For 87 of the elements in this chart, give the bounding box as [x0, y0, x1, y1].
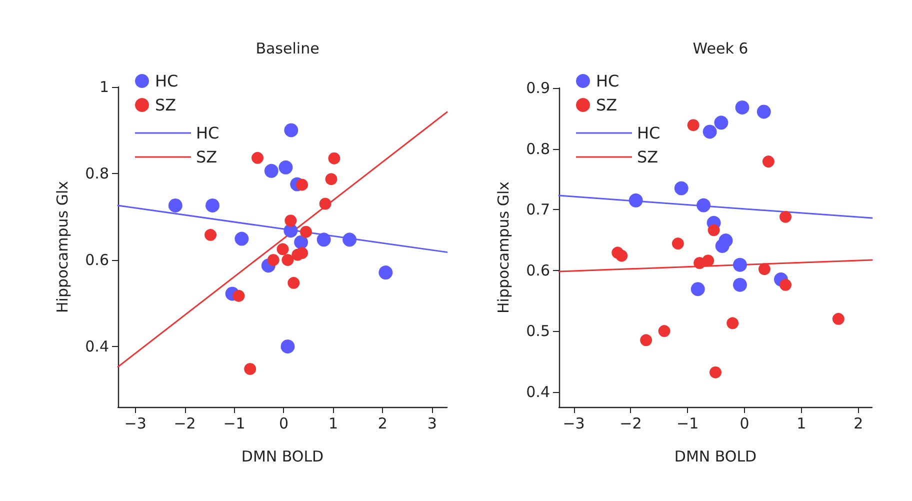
y-tick-label: 0.6 [85, 250, 109, 269]
point [232, 290, 245, 302]
y-tick-label: 0.4 [85, 337, 109, 356]
x-tick-label: 2 [854, 414, 864, 432]
point [708, 224, 720, 236]
y-axis-title: Hippocampus Glx [54, 180, 72, 313]
y-tick-label: 0.6 [526, 261, 550, 280]
point [325, 173, 338, 186]
legend-label: SZ [155, 96, 176, 114]
point [616, 250, 628, 262]
legend-label: HC [596, 72, 620, 90]
point [264, 164, 278, 178]
x-tick-label: 3 [427, 414, 437, 432]
chart-title: Week 6 [692, 40, 748, 58]
point [702, 254, 714, 267]
legend-label: SZ [637, 148, 658, 166]
legend-label: SZ [596, 96, 618, 114]
x-axis-title: DMN BOLD [674, 448, 757, 466]
x-tick-label: 2 [378, 414, 388, 432]
point [690, 282, 705, 296]
point [342, 232, 357, 247]
point [278, 160, 293, 174]
point [280, 339, 295, 354]
point [252, 152, 264, 164]
point [735, 100, 750, 114]
point [296, 178, 308, 191]
point [628, 193, 643, 208]
point [319, 198, 332, 210]
point [726, 317, 739, 330]
point [276, 243, 289, 256]
point [832, 312, 844, 325]
legend-label: HC [637, 124, 660, 142]
point [204, 228, 217, 241]
point [282, 254, 294, 266]
point [658, 325, 670, 338]
point [762, 156, 774, 168]
y-tick-label: 0.9 [526, 79, 550, 97]
point [328, 152, 340, 164]
x-tick-label: 1 [796, 414, 806, 432]
point [168, 198, 182, 212]
point [696, 198, 711, 212]
point [300, 226, 312, 238]
y-tick-label: 0.5 [526, 322, 550, 340]
point [284, 214, 297, 227]
legend-label: HC [155, 72, 178, 90]
x-tick-label: −2 [174, 414, 196, 432]
point [244, 362, 256, 375]
legend-label: SZ [196, 148, 218, 166]
point [780, 278, 792, 291]
x-tick-label: 0 [740, 414, 750, 432]
x-tick-label: −3 [124, 414, 146, 432]
point [674, 181, 688, 196]
point [234, 232, 249, 246]
y-tick-label: 0.8 [85, 164, 109, 182]
point [687, 119, 700, 132]
x-tick-label: −3 [562, 414, 585, 432]
x-tick-label: −1 [223, 414, 246, 432]
y-tick-label: 0.7 [526, 200, 550, 219]
x-tick-label: −2 [620, 414, 642, 432]
point [316, 232, 331, 247]
point [780, 210, 792, 223]
point [267, 254, 280, 266]
y-tick-label: 0.8 [526, 140, 550, 158]
x-tick-label: 0 [278, 414, 289, 432]
point [288, 276, 300, 289]
y-tick-label: 0.4 [526, 382, 550, 401]
point [758, 263, 770, 276]
y-axis-title: Hippocampus Glx [494, 181, 512, 314]
point [756, 104, 771, 119]
point [710, 366, 722, 378]
y-tick-label: 1 [99, 78, 109, 96]
point [284, 123, 298, 138]
point [206, 198, 220, 212]
point [640, 334, 652, 346]
point [715, 238, 730, 253]
x-tick-label: −1 [676, 414, 699, 432]
point [714, 116, 728, 130]
point [672, 238, 684, 250]
point [702, 124, 717, 139]
point [732, 278, 747, 292]
point [296, 247, 308, 260]
x-axis-title: DMN BOLD [241, 448, 324, 466]
legend-label: HC [196, 124, 220, 142]
point [732, 258, 747, 272]
x-tick-label: 1 [328, 414, 338, 432]
chart-title: Baseline [256, 40, 320, 58]
point [378, 266, 393, 280]
